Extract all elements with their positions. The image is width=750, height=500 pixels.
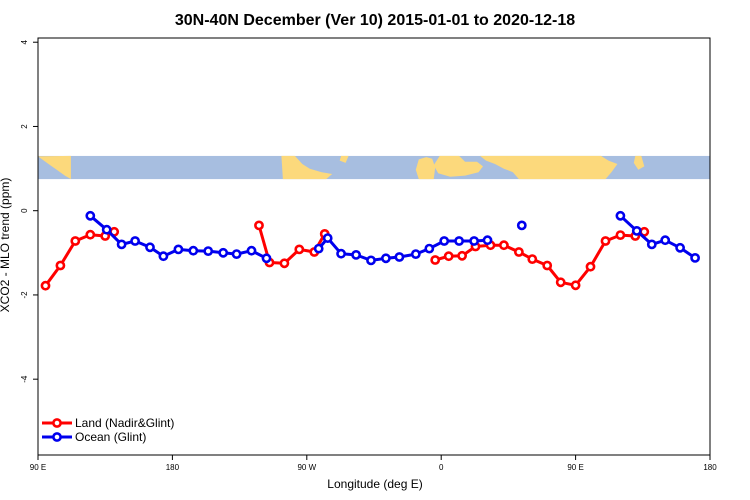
x-tick-label: 90 E	[30, 463, 46, 472]
ocean-data-point	[261, 253, 272, 264]
map-land-polygon	[505, 157, 509, 160]
ocean-data-point	[631, 225, 642, 236]
land-data-point	[585, 261, 596, 272]
y-axis-label: XCO2 - MLO trend (ppm)	[0, 178, 12, 313]
land-data-point	[527, 254, 538, 264]
x-axis: 90 E 180 90 W 0 90 E 180	[30, 455, 717, 472]
ocean-data-point	[188, 245, 199, 256]
y-axis: -4 -2 0 2 4	[20, 39, 38, 383]
map-land-polygon	[633, 155, 645, 170]
land-data-point	[70, 236, 81, 246]
ocean-data-point	[646, 239, 657, 250]
legend-ocean-label: Ocean (Glint)	[75, 430, 146, 444]
legend-ocean-marker	[52, 432, 62, 442]
map-land-polygon	[415, 157, 436, 180]
x-tick-label: 180	[166, 463, 180, 472]
x-tick-label: 0	[439, 463, 444, 472]
x-axis-label: Longitude (deg E)	[327, 477, 422, 491]
ocean-data-point	[130, 236, 140, 246]
ocean-data-point	[454, 236, 464, 246]
ocean-data-point	[231, 249, 242, 259]
ocean-data-point	[336, 248, 346, 259]
ocean-data-point	[218, 247, 229, 258]
ocean-data-point	[101, 224, 112, 235]
ocean-data-point	[313, 243, 324, 254]
ocean-data-point	[116, 239, 127, 250]
legend-land-label: Land (Nadir&Glint)	[75, 416, 174, 430]
ocean-data-point	[203, 246, 214, 256]
ocean-data-point	[322, 233, 333, 243]
ocean-data-point	[394, 252, 405, 262]
y-tick-label: 0	[20, 208, 29, 213]
ocean-data-point	[410, 249, 421, 259]
y-tick-label: -2	[20, 291, 29, 299]
land-series-line	[434, 230, 645, 287]
map-land-polygon	[38, 155, 71, 180]
ocean-data-point	[380, 253, 391, 264]
land-data-point	[279, 258, 290, 269]
land-data-point	[85, 229, 96, 240]
x-tick-label: 90 E	[567, 463, 583, 472]
ocean-data-point	[675, 242, 685, 253]
map-land-polygon	[480, 155, 618, 180]
world-map-strip	[38, 155, 710, 180]
series-layer	[40, 210, 700, 291]
ocean-data-point	[85, 210, 96, 221]
ocean-data-point	[615, 210, 626, 221]
land-data-point	[555, 277, 566, 288]
ocean-data-point	[158, 251, 169, 262]
land-data-point	[542, 260, 553, 271]
legend: Land (Nadir&Glint)Ocean (Glint)	[42, 416, 174, 444]
x-tick-label: 90 W	[297, 463, 316, 472]
ocean-data-point	[439, 236, 450, 246]
map-land-polygon	[433, 155, 483, 177]
land-data-point	[570, 280, 581, 291]
land-data-point	[514, 247, 524, 257]
ocean-data-point	[145, 242, 155, 253]
land-data-point	[294, 244, 305, 255]
ocean-data-point	[482, 235, 493, 246]
map-land-polygon	[281, 155, 333, 180]
ocean-data-point	[246, 245, 257, 256]
ocean-data-point	[469, 236, 479, 246]
land-data-point	[457, 250, 467, 261]
land-data-point	[615, 230, 626, 240]
land-data-point	[600, 236, 611, 246]
land-data-point	[498, 240, 509, 251]
map-land-shapes	[38, 155, 645, 180]
land-data-point	[40, 280, 51, 291]
ocean-data-point	[366, 255, 376, 266]
map-land-polygon	[339, 155, 349, 163]
land-data-point	[254, 220, 264, 231]
legend-land-marker	[52, 418, 62, 428]
ocean-data-point	[424, 243, 435, 254]
y-tick-label: 2	[20, 124, 29, 129]
y-tick-label: -4	[20, 375, 29, 383]
ocean-data-point	[660, 235, 671, 246]
ocean-data-point	[351, 249, 361, 260]
chart-title: 30N-40N December (Ver 10) 2015-01-01 to …	[175, 12, 575, 29]
plot-frame	[37, 37, 711, 456]
land-data-point	[55, 260, 66, 271]
ocean-data-point	[516, 220, 527, 231]
x-tick-label: 180	[703, 463, 717, 472]
y-tick-label: 4	[20, 39, 29, 44]
ocean-data-point	[690, 252, 700, 263]
land-data-point	[430, 255, 441, 265]
ocean-data-point	[173, 244, 184, 255]
land-data-point	[443, 251, 454, 262]
